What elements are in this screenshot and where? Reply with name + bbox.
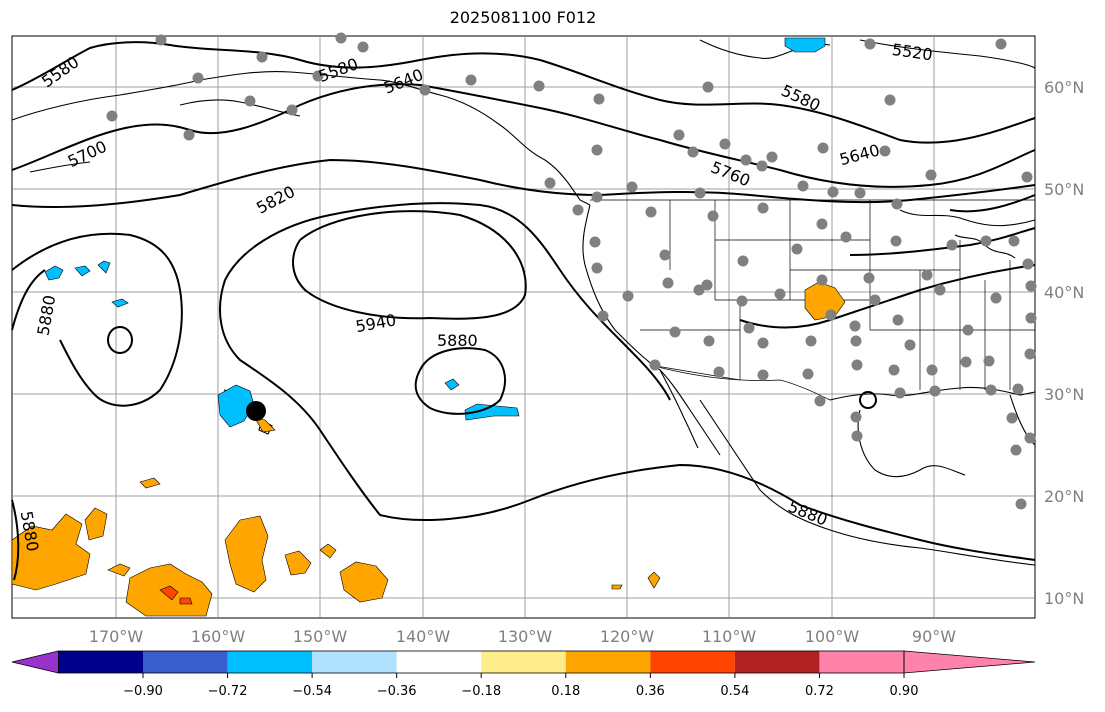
colorbar-segment	[143, 651, 228, 673]
svg-text:110°W: 110°W	[702, 627, 757, 646]
longitude-labels: 170°W 160°W 150°W 140°W 130°W 120°W 110°…	[89, 627, 956, 646]
colorbar-arrow-right	[903, 650, 1036, 674]
latitude-labels: 60°N 50°N 40°N 30°N 20°N 10°N	[1044, 78, 1084, 608]
svg-text:160°W: 160°W	[191, 627, 246, 646]
svg-text:90°W: 90°W	[912, 627, 956, 646]
svg-text:120°W: 120°W	[600, 627, 655, 646]
svg-text:10°N: 10°N	[1044, 589, 1084, 608]
colorbar-tick-label: −0.36	[377, 684, 417, 699]
svg-text:170°W: 170°W	[89, 627, 144, 646]
map-title: 2025081100 F012	[449, 8, 597, 27]
map-frame	[11, 35, 1036, 619]
colorbar-tick-label: 0.54	[720, 684, 749, 699]
colorbar-tick-label: −0.72	[208, 684, 248, 699]
colorbar-tick-label: 0.18	[551, 684, 580, 699]
colorbar-tick-label: −0.54	[292, 684, 332, 699]
colorbar-segment	[565, 651, 651, 673]
svg-text:40°N: 40°N	[1044, 283, 1084, 302]
svg-text:30°N: 30°N	[1044, 385, 1084, 404]
anomaly-fills	[11, 37, 846, 617]
colorbar-ticks: −0.90 −0.72 −0.54 −0.36 −0.18 0.18 0.36 0.54 0.7…	[123, 673, 918, 699]
svg-text:100°W: 100°W	[805, 627, 860, 646]
svg-text:140°W: 140°W	[396, 627, 451, 646]
colorbar-segment	[312, 651, 397, 673]
colorbar-segment	[734, 651, 820, 673]
svg-text:150°W: 150°W	[293, 627, 348, 646]
svg-text:60°N: 60°N	[1044, 78, 1084, 97]
storm-marker	[246, 401, 266, 421]
colorbar-tick-label: −0.18	[461, 684, 501, 699]
svg-text:5880: 5880	[437, 331, 478, 350]
colorbar-segment	[227, 651, 313, 673]
colorbar	[11, 650, 1036, 674]
colorbar-segment	[396, 651, 482, 673]
svg-text:130°W: 130°W	[498, 627, 553, 646]
colorbar-segment	[650, 651, 735, 673]
colorbar-segment	[58, 651, 143, 673]
colorbar-segment	[481, 651, 566, 673]
colorbar-tick-label: −0.90	[123, 684, 163, 699]
colorbar-tick-label: 0.90	[890, 684, 919, 699]
colorbar-tick-label: 0.36	[636, 684, 665, 699]
height-contours	[11, 41, 1036, 581]
colorbar-segment	[819, 651, 904, 673]
colorbar-arrow-left	[11, 650, 59, 674]
svg-text:50°N: 50°N	[1044, 180, 1084, 199]
station-dots	[106, 32, 1037, 510]
svg-text:20°N: 20°N	[1044, 487, 1084, 506]
colorbar-tick-label: 0.72	[805, 684, 834, 699]
